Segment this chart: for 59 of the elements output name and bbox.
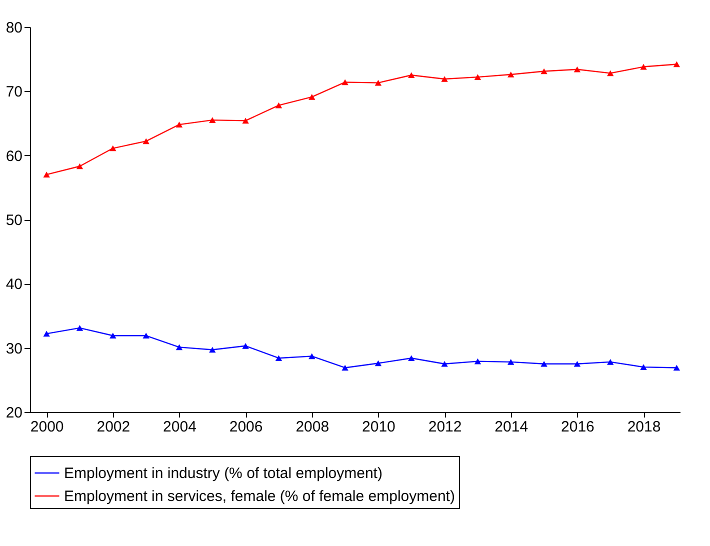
x-tick-label: 2018 (627, 418, 661, 436)
y-tick-label: 40 (6, 276, 22, 294)
y-tick-label: 50 (6, 212, 22, 229)
x-tick-label: 2010 (362, 418, 396, 436)
point (176, 344, 183, 350)
y-tick-label: 30 (6, 340, 22, 358)
x-tick-label: 2008 (296, 418, 330, 436)
point (574, 360, 581, 367)
point (308, 94, 316, 100)
point (242, 118, 249, 124)
y-tick-label: 60 (6, 148, 22, 165)
point (374, 80, 382, 86)
point (209, 117, 216, 123)
point (342, 79, 348, 86)
point (574, 66, 581, 72)
x-tick-label: 2002 (96, 418, 130, 436)
point (43, 330, 50, 337)
point (607, 70, 614, 76)
y-tick-label: 20 (6, 404, 22, 422)
legend-label: Employment in services, female (% of female employment) (64, 488, 455, 505)
point (640, 364, 647, 370)
point (242, 343, 249, 349)
x-tick-label: 2000 (30, 418, 64, 436)
x-tick-label: 2004 (163, 418, 196, 436)
x-tick-label: 2006 (229, 418, 263, 436)
point (540, 360, 548, 367)
point (110, 332, 116, 339)
point (43, 172, 50, 178)
point (142, 332, 150, 339)
point (176, 122, 183, 128)
point (209, 346, 216, 353)
point (308, 353, 316, 360)
point (76, 163, 84, 170)
point (640, 64, 647, 70)
point (408, 355, 415, 362)
point (540, 68, 548, 74)
point (474, 358, 482, 364)
x-tick-label: 2012 (428, 418, 462, 436)
point (76, 325, 84, 331)
point (508, 72, 514, 78)
point (673, 364, 680, 371)
point (673, 61, 680, 68)
y-tick-label: 80 (6, 20, 22, 36)
point (441, 76, 448, 82)
point (275, 102, 282, 108)
point (142, 138, 150, 144)
point (508, 359, 514, 365)
point (441, 360, 448, 367)
x-tick-label: 2016 (561, 418, 594, 436)
legend-label: Employment in industry (% of total employment) (64, 465, 382, 482)
y-tick-label: 70 (6, 84, 22, 101)
point (374, 360, 382, 366)
point (408, 72, 415, 78)
point (275, 355, 282, 362)
x-tick-label: 2014 (494, 418, 528, 436)
point (607, 359, 614, 365)
point (474, 74, 482, 80)
point (342, 364, 348, 371)
point (110, 145, 116, 152)
